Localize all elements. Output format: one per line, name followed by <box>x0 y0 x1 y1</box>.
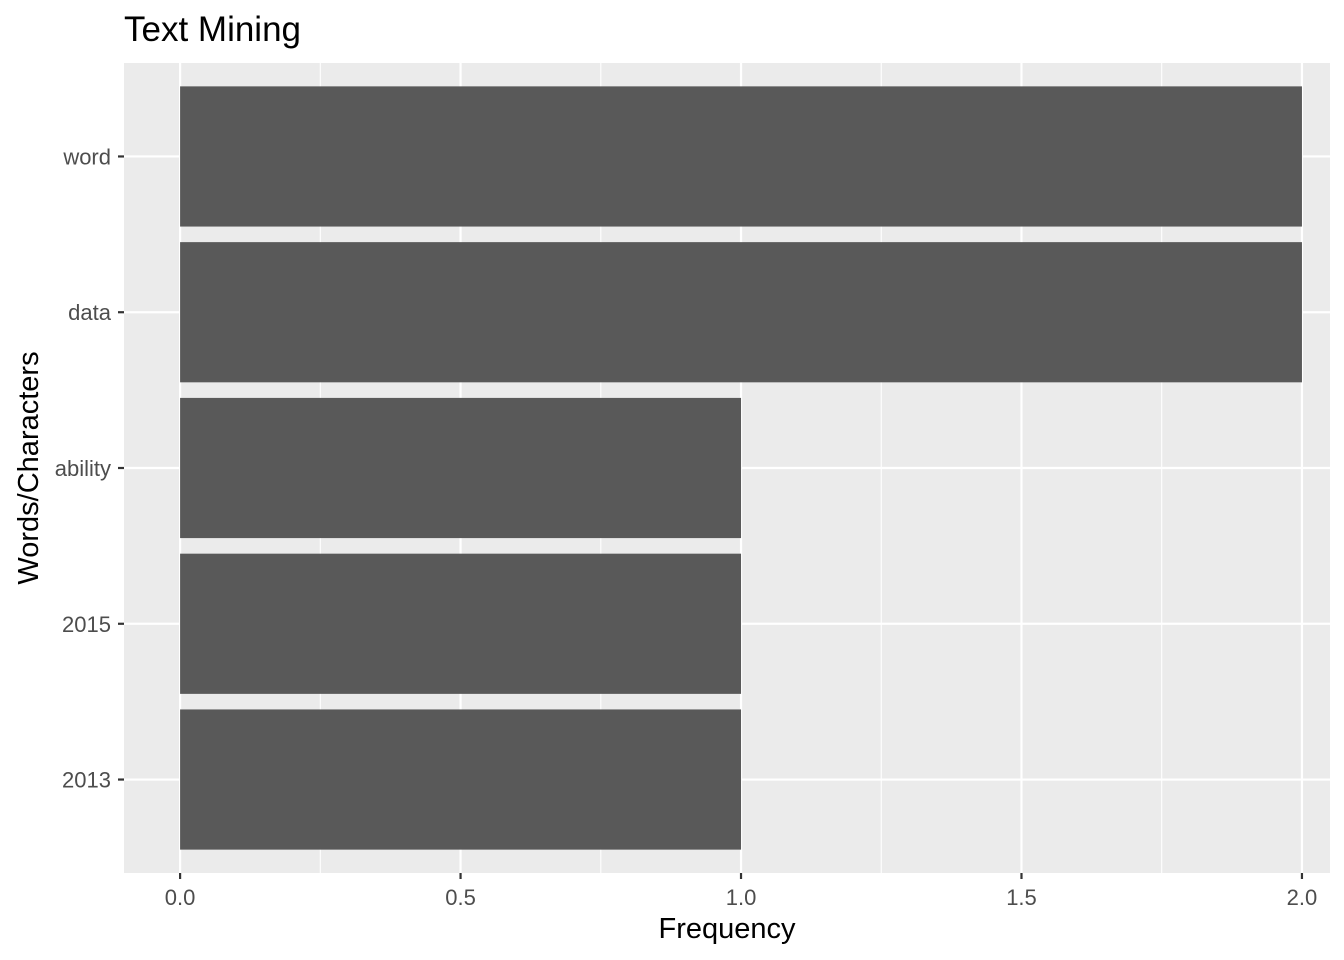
bar-2013 <box>180 709 742 850</box>
x-tick-label: 1.0 <box>726 885 757 910</box>
x-axis-ticks: 0.0 0.5 1.0 1.5 2.0 <box>165 873 1317 910</box>
x-axis-title: Frequency <box>658 913 796 945</box>
bars <box>180 86 1302 850</box>
bar-data <box>180 242 1302 383</box>
x-tick-label: 2.0 <box>1287 885 1318 910</box>
bar-ability <box>180 397 742 539</box>
x-tick-label: 1.5 <box>1006 885 1037 910</box>
bar-2015 <box>180 553 742 694</box>
y-tick-label: 2015 <box>62 612 111 637</box>
chart-title: Text Mining <box>124 10 301 49</box>
y-tick-label: ability <box>55 456 111 481</box>
x-tick-label: 0.5 <box>445 885 476 910</box>
y-axis-title: Words/Characters <box>13 351 45 584</box>
y-tick-label: data <box>68 300 112 325</box>
y-tick-label: word <box>62 144 111 169</box>
y-tick-label: 2013 <box>62 768 111 793</box>
y-axis-ticks: 2013 2015 ability data word <box>55 144 124 793</box>
x-tick-label: 0.0 <box>165 885 196 910</box>
bar-word <box>180 86 1302 227</box>
